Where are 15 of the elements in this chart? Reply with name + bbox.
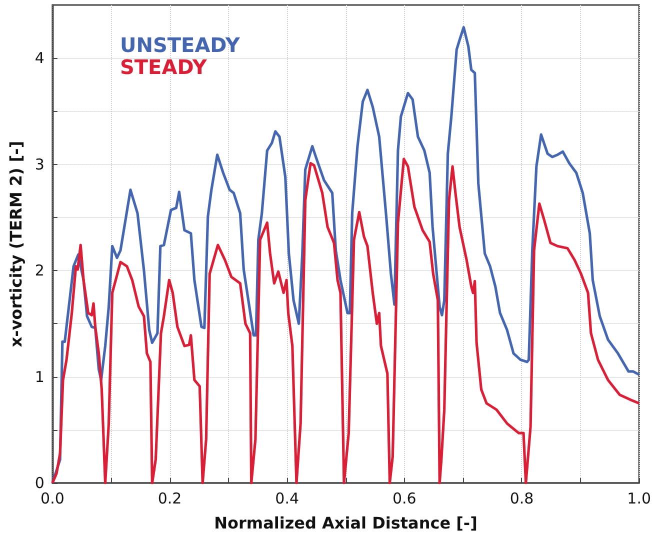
y-tick-label: 4 xyxy=(34,49,44,68)
text: STEADY xyxy=(120,55,208,79)
y-axis-title: x-vorticity (TERM 2) [-] xyxy=(6,140,26,348)
x-tick-label: 0.6 xyxy=(392,490,416,508)
y-tick-label: 3 xyxy=(34,155,44,174)
x-tick-label: 0.2 xyxy=(158,490,182,508)
text: UNSTEADY xyxy=(120,33,240,57)
x-tick-label: 0.0 xyxy=(40,490,64,508)
x-tick-label: 1.0 xyxy=(627,490,651,508)
x-axis-title: Normalized Axial Distance [-] xyxy=(214,514,478,532)
x-tick-label: 0.8 xyxy=(510,490,534,508)
y-tick-label: 0 xyxy=(34,474,44,492)
y-tick-label: 2 xyxy=(34,262,44,280)
x-tick-label: 0.4 xyxy=(275,490,300,508)
y-tick-label: 1 xyxy=(34,368,44,386)
